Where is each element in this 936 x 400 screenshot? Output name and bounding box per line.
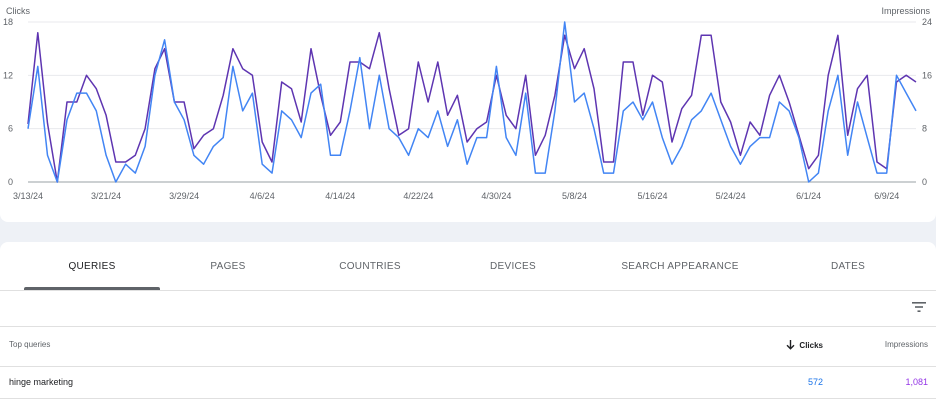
performance-chart-card: Clicks Impressions 0 6 12 18 0 8 16 24 3/13/24 3/…	[0, 0, 936, 222]
filter-icon	[912, 302, 926, 312]
right-tick-label: 24	[922, 17, 932, 27]
right-tick-label: 8	[922, 124, 927, 134]
right-axis-label: Impressions	[881, 6, 930, 16]
x-tick-label: 5/24/24	[716, 191, 746, 201]
x-tick-label: 4/6/24	[250, 191, 275, 201]
tabs-divider	[0, 290, 936, 291]
dimension-tabs: QUERIES PAGES COUNTRIES DEVICES SEARCH A…	[0, 242, 936, 290]
tab-devices[interactable]: DEVICES	[489, 260, 536, 272]
x-tick-label: 3/13/24	[13, 191, 43, 201]
left-tick-label: 12	[3, 70, 13, 80]
tab-search-appearance[interactable]: SEARCH APPEARANCE	[621, 260, 739, 272]
header-divider	[0, 366, 936, 367]
table-row[interactable]: hinge marketing 572 1,081	[0, 368, 936, 396]
x-tick-label: 5/8/24	[562, 191, 587, 201]
active-tab-indicator	[24, 287, 160, 290]
performance-chart: Clicks Impressions 0 6 12 18 0 8 16 24 3/13/24 3/…	[3, 6, 932, 201]
tab-pages[interactable]: PAGES	[210, 260, 246, 272]
x-tick-label: 4/14/24	[325, 191, 355, 201]
arrow-down-icon	[786, 340, 795, 350]
tab-queries[interactable]: QUERIES	[68, 260, 116, 272]
right-tick-label: 0	[922, 177, 927, 187]
x-tick-label: 3/29/24	[169, 191, 199, 201]
x-tick-label: 5/16/24	[638, 191, 668, 201]
clicks-series-line	[27, 21, 917, 183]
tab-dates[interactable]: DATES	[830, 260, 866, 272]
x-tick-label: 3/21/24	[91, 191, 121, 201]
report-table-card: QUERIES PAGES COUNTRIES DEVICES SEARCH A…	[0, 242, 936, 400]
header-clicks-sort-button[interactable]: Clicks	[786, 340, 823, 350]
row-divider	[0, 398, 936, 399]
toolbar-divider	[0, 326, 936, 327]
row-clicks: 572	[807, 377, 823, 387]
x-tick-label: 6/1/24	[796, 191, 821, 201]
left-tick-label: 0	[8, 177, 13, 187]
right-tick-label: 16	[922, 70, 932, 80]
filter-rows-button[interactable]	[908, 296, 930, 318]
tab-countries[interactable]: COUNTRIES	[339, 260, 401, 272]
impressions-series-line	[27, 31, 917, 183]
x-tick-label: 4/22/24	[403, 191, 433, 201]
x-tick-label: 4/30/24	[481, 191, 511, 201]
header-impressions[interactable]: Impressions	[884, 340, 928, 349]
row-query: hinge marketing	[9, 377, 74, 387]
header-top-queries: Top queries	[9, 340, 51, 349]
left-axis-label: Clicks	[6, 6, 30, 16]
left-tick-label: 18	[3, 17, 13, 27]
row-impressions: 1,081	[905, 377, 928, 387]
header-clicks-label: Clicks	[799, 340, 823, 350]
x-tick-label: 6/9/24	[874, 191, 899, 201]
left-tick-label: 6	[8, 124, 13, 134]
